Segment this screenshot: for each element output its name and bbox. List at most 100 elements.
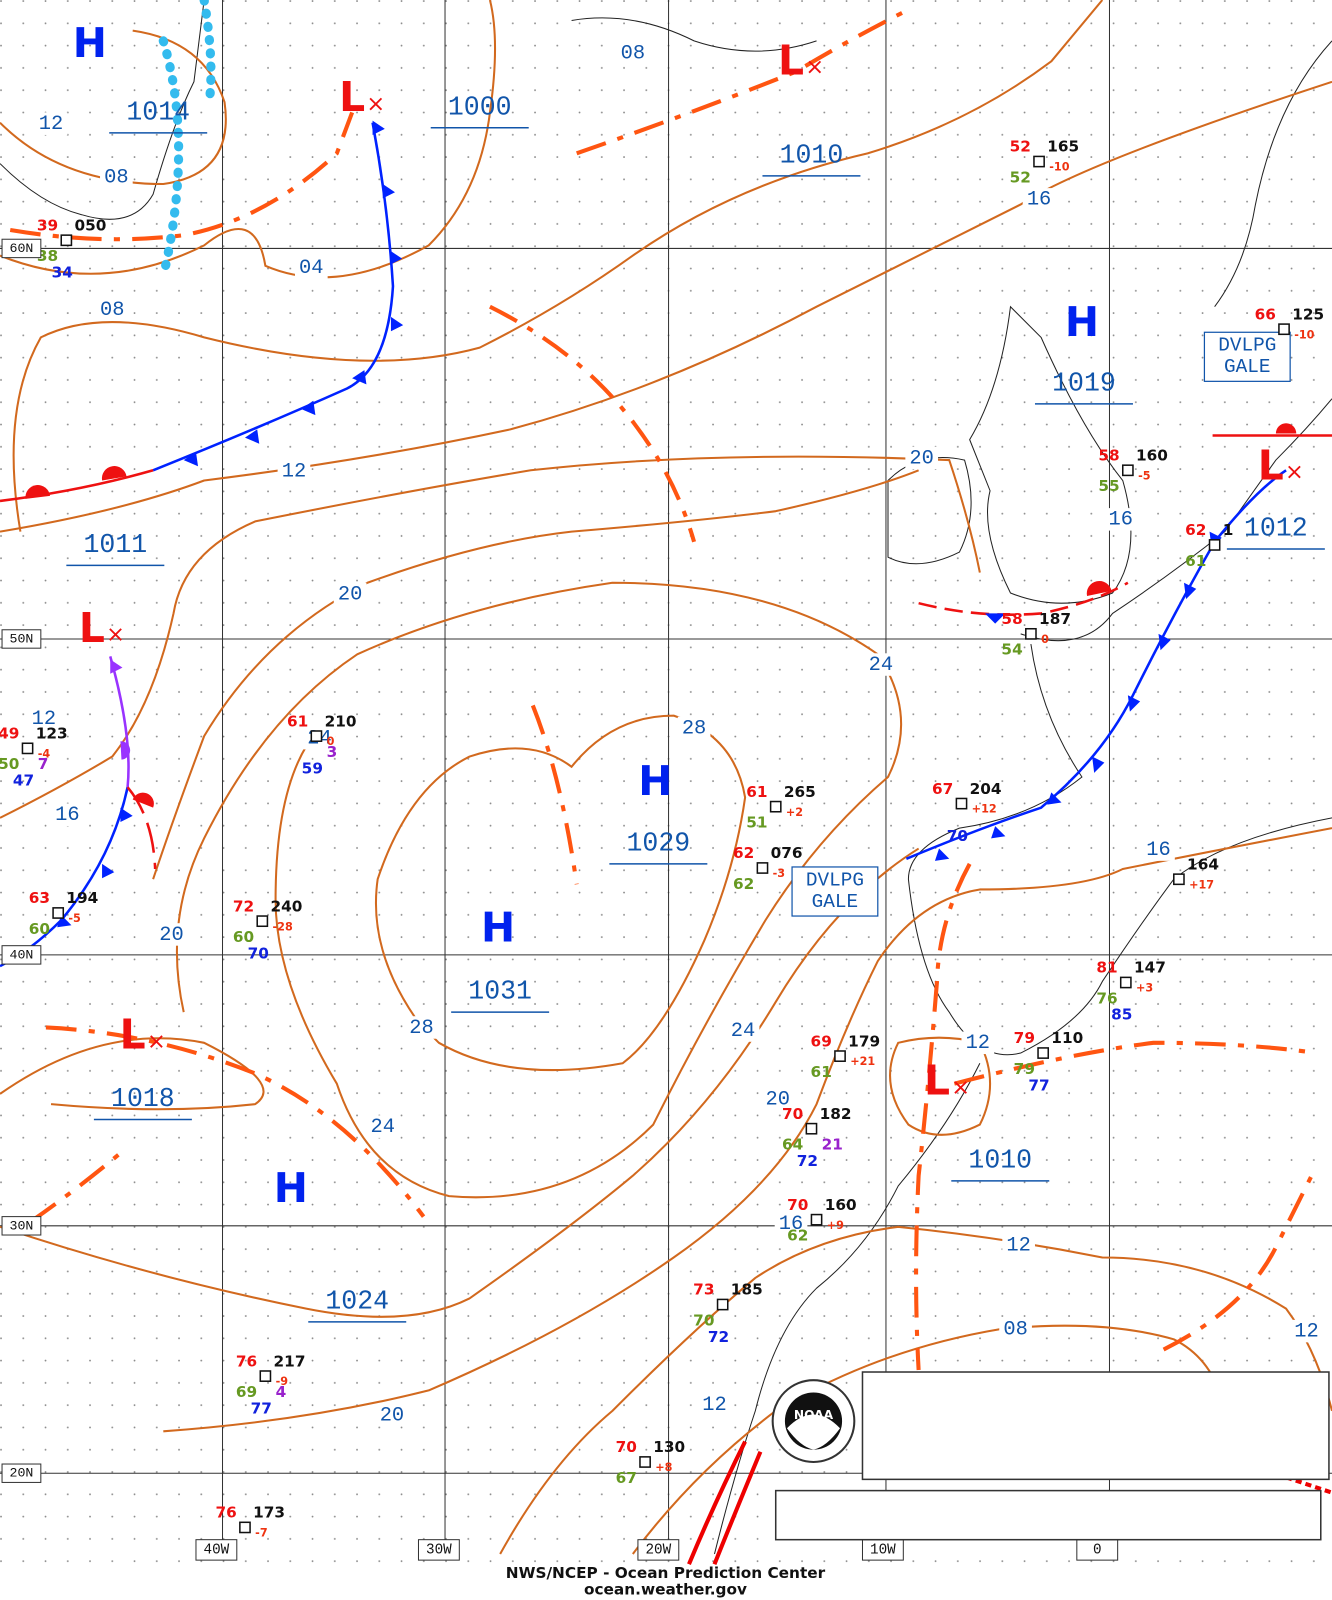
station-temperature: 52 [1010,138,1031,156]
station-pressure: 123 [36,725,68,743]
station-dew-point: 70 [693,1311,714,1329]
station-pressure: 147 [1134,959,1166,977]
station-pressure: 125 [1292,305,1324,323]
isobar-label-bg [677,716,711,740]
gale-label: GALE [1224,356,1271,378]
latitude-label: 20N [9,1466,33,1481]
pressure-label: 1010 [780,140,844,170]
station-pressure: 210 [325,712,357,730]
station-tendency: -4 [38,747,51,760]
noaa-logo: NOAA [771,1379,856,1464]
station-temperature: 62 [733,844,754,862]
isobar-label-bg [698,1393,731,1416]
isobar-label: 12 [966,1032,990,1055]
pressure-label: 1011 [83,530,147,560]
station-dew-point: 64 [782,1136,803,1154]
isobar-label: 16 [779,1213,803,1236]
isobar-label: 12 [1006,1235,1030,1258]
fronts-and-troughs [0,0,1332,1566]
station-tendency: -7 [255,1527,267,1540]
station-tendency: +3 [1136,982,1153,995]
lat-label-box [1,238,42,259]
station-pressure: 204 [970,780,1002,798]
station-marker [1037,1047,1050,1059]
station-temperature: 72 [233,897,254,915]
station-temperature: 81 [1096,959,1117,977]
station-marker [239,1521,251,1534]
isobar-label-bg [405,1016,438,1039]
graticule [0,0,1332,1554]
station-temperature: 58 [1001,610,1022,628]
pressure-label: 1014 [126,97,190,127]
station-dew-point: 52 [1010,168,1031,186]
lon-label-box [195,1539,238,1561]
station-temperature: 63 [29,889,50,907]
isobar-label: 12 [39,113,63,136]
station-dew-point: 79 [1014,1060,1035,1078]
longitude-label: 40W [204,1543,230,1559]
station-pressure: 130 [653,1438,685,1456]
station-marker [1278,323,1290,336]
gale-label: GALE [812,891,859,913]
station-pressure: 1 [1223,521,1234,539]
station-pressure: 160 [825,1196,857,1214]
station-pressure: 165 [1047,138,1079,156]
station-tendency: +17 [1189,878,1214,891]
isobar-label: 28 [409,1017,433,1040]
station-dew-point: 61 [811,1063,832,1081]
isobar-label: 12 [32,708,56,731]
footer-line: NWS/NCEP - Ocean Prediction Center [506,1564,826,1582]
isobar-label-bg [155,923,188,946]
lat-label-box [1,629,42,649]
isobar-label-bg [375,1403,409,1427]
station-marker [259,1370,272,1382]
isobar-label-bg [864,653,898,676]
isobar-label: 08 [104,166,128,189]
latitude-label: 60N [9,241,33,256]
station-water: 72 [708,1328,729,1346]
center-symbol: L [120,1011,146,1059]
isobar-label: 16 [55,804,79,827]
isobar-label: 20 [766,1088,790,1111]
center-symbol: L [79,604,105,652]
gale-box [791,866,879,917]
isobar-label-bg [1002,1233,1035,1257]
isobar-label-bg [726,1019,760,1042]
station-tendency: -9 [276,1375,289,1388]
station-dew-point: 38 [37,247,58,265]
station-wave: 7 [38,755,49,773]
isobar-label-bg [999,1317,1032,1341]
isobar-label: 04 [299,257,323,280]
isobar-label: 16 [1108,509,1132,532]
pressure-label: 1018 [111,1084,175,1114]
station-water: 70 [947,827,968,845]
station-pressure: 173 [253,1504,285,1522]
center-symbol: H [73,19,107,67]
coastlines [0,0,1332,1555]
pressure-label: 1010 [968,1145,1032,1175]
isobar-label: 08 [1003,1318,1027,1341]
station-marker [805,1122,818,1135]
isobar-label-bg [1142,838,1175,861]
station-temperature: 66 [1255,305,1276,323]
station-tendency: +8 [655,1461,672,1474]
station-dew-point: 62 [733,875,754,893]
pressure-label: 1019 [1052,368,1116,398]
station-dew-point: 61 [1185,552,1206,570]
isobar-label: 20 [338,583,362,606]
station-pressure: 050 [75,216,107,234]
station-dew-point: 76 [1096,989,1117,1007]
station-pressure: 217 [274,1352,306,1370]
isobar-label-bg [1290,1319,1323,1343]
station-temperature: 70 [782,1105,803,1123]
station-marker [310,730,323,742]
station-pressure: 160 [1136,446,1168,464]
station-pressure: 179 [848,1032,880,1050]
station-marker [1121,464,1134,477]
lon-label-box [417,1539,460,1561]
isobar-label-bg [333,582,367,606]
center-symbol: L [1258,441,1284,489]
isobar-label-bg [100,165,133,189]
station-tendency: -5 [1138,469,1151,482]
isobar-label-bg [294,256,328,280]
